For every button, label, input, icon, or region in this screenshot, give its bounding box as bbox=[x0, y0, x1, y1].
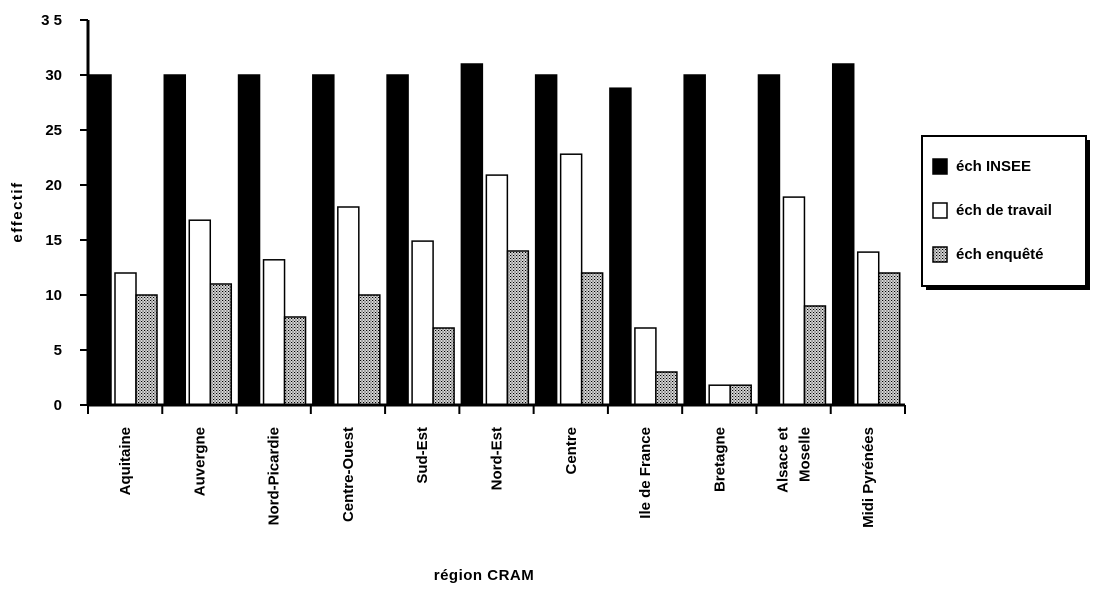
x-category-label: Nord-Picardie bbox=[266, 427, 283, 525]
bar-éch-enquêté-Nord-Picardie bbox=[283, 316, 307, 406]
bar-éch-INSEE-Nord-Est bbox=[460, 63, 484, 406]
bar-éch-INSEE-Midi-Pyrénées bbox=[831, 63, 855, 406]
legend-swatch bbox=[932, 202, 948, 219]
bar-éch-de-travail-Nord-Est bbox=[485, 174, 509, 406]
legend-label: éch enquêté bbox=[956, 246, 1044, 263]
bar-éch-de-travail-Alsace-et-Moselle bbox=[782, 196, 806, 406]
y-tick-label: 15 bbox=[45, 232, 62, 249]
y-tick-label: 20 bbox=[45, 177, 62, 194]
legend-swatch bbox=[932, 158, 948, 175]
bar-éch-de-travail-Sud-Est bbox=[411, 240, 434, 406]
y-tick-label: 25 bbox=[45, 122, 62, 139]
legend-shadow-right bbox=[1086, 140, 1090, 290]
legend-shadow-bottom bbox=[926, 286, 1090, 290]
bars-group bbox=[89, 63, 901, 406]
x-category-label: Bretagne bbox=[711, 427, 728, 492]
x-category-label: Centre bbox=[563, 427, 580, 475]
bar-éch-de-travail-Centre bbox=[559, 153, 583, 406]
y-tick-label: 0 bbox=[54, 397, 62, 414]
bar-éch-de-travail-Aquitaine bbox=[114, 272, 137, 406]
x-category-label: Auvergne bbox=[191, 427, 208, 496]
bar-éch-de-travail-Bretagne bbox=[708, 384, 731, 406]
x-axis-title: région CRAM bbox=[434, 567, 535, 584]
x-category-label: Nord-Est bbox=[489, 427, 506, 490]
legend-label: éch INSEE bbox=[956, 158, 1031, 175]
y-tick-labels: 0 5 10 15 20 25 30 3 5 bbox=[41, 12, 62, 414]
x-category-label: Aquitaine bbox=[117, 427, 134, 495]
bar-éch-INSEE-Alsace-et-Moselle bbox=[757, 74, 781, 406]
x-category-label: Ile de France bbox=[637, 427, 654, 519]
bar-éch-enquêté-Midi-Pyrénées bbox=[877, 272, 901, 406]
bar-éch-INSEE-Nord-Picardie bbox=[237, 74, 261, 406]
bar-éch-INSEE-Bretagne bbox=[683, 74, 706, 406]
x-category-label: Sud-Est bbox=[414, 427, 431, 484]
y-tick-label: 10 bbox=[45, 287, 62, 304]
bar-éch-enquêté-Ile-de-France bbox=[655, 371, 678, 406]
x-category-label: Centre-Ouest bbox=[340, 427, 357, 522]
bar-éch-de-travail-Ile-de-France bbox=[634, 327, 657, 406]
bar-éch-INSEE-Centre bbox=[534, 74, 558, 406]
bar-éch-de-travail-Nord-Picardie bbox=[262, 259, 286, 406]
bar-éch-enquêté-Centre bbox=[580, 272, 604, 406]
bar-éch-de-travail-Auvergne bbox=[188, 219, 212, 406]
bar-éch-enquêté-Alsace-et-Moselle bbox=[803, 305, 827, 406]
bar-éch-INSEE-Centre-Ouest bbox=[312, 74, 335, 406]
bar-éch-INSEE-Auvergne bbox=[163, 74, 187, 406]
x-category-label: Alsace et Moselle bbox=[775, 427, 814, 493]
y-axis-title: effectif bbox=[9, 181, 26, 242]
bar-éch-enquêté-Auvergne bbox=[209, 283, 233, 406]
legend: éch INSEE éch de travail éch enquêté bbox=[921, 135, 1090, 290]
y-tick-label: 5 bbox=[54, 342, 62, 359]
legend-swatch bbox=[932, 246, 948, 263]
bar-éch-enquêté-Sud-Est bbox=[432, 327, 455, 406]
bar-éch-de-travail-Centre-Ouest bbox=[337, 206, 360, 406]
bar-éch-enquêté-Nord-Est bbox=[506, 250, 530, 406]
bar-éch-enquêté-Bretagne bbox=[729, 384, 752, 406]
bar-éch-de-travail-Midi-Pyrénées bbox=[856, 251, 880, 406]
x-category-labels: Aquitaine Auvergne Nord-Picardie Centre-Oue… bbox=[117, 427, 877, 528]
y-tick-label: 3 5 bbox=[41, 12, 62, 29]
axes-group bbox=[80, 19, 906, 414]
bar-éch-INSEE-Ile-de-France bbox=[609, 87, 632, 406]
x-category-label: Midi Pyrénées bbox=[860, 427, 877, 528]
bar-éch-enquêté-Aquitaine bbox=[135, 294, 158, 406]
y-tick-label: 30 bbox=[45, 67, 62, 84]
bar-éch-INSEE-Sud-Est bbox=[386, 74, 409, 406]
legend-label: éch de travail bbox=[956, 202, 1052, 219]
bar-éch-enquêté-Centre-Ouest bbox=[358, 294, 381, 406]
bar-éch-INSEE-Aquitaine bbox=[89, 74, 112, 406]
